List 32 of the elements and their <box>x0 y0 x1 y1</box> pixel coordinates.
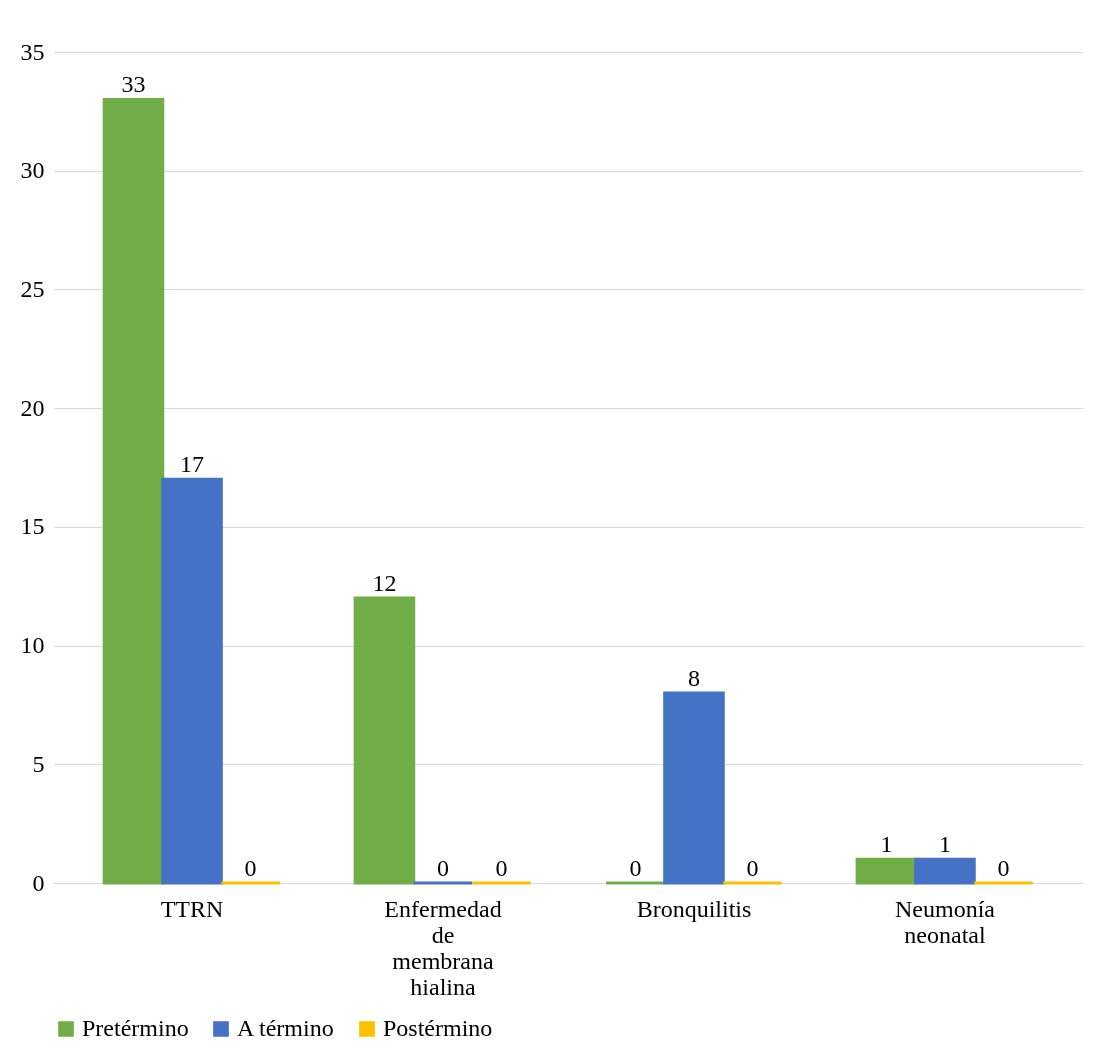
data-label: 0 <box>437 855 450 881</box>
bar <box>353 596 416 885</box>
x-tick-label: Neumonía neonatal <box>894 895 996 948</box>
y-tick-label: 5 <box>32 750 45 777</box>
bar <box>914 857 976 885</box>
data-label: 8 <box>687 665 700 692</box>
y-tick-label: 35 <box>20 38 45 65</box>
x-tick-label: TTRN <box>160 895 224 922</box>
bar <box>102 97 165 885</box>
data-label: 0 <box>244 855 257 881</box>
data-label: 17 <box>180 451 205 478</box>
y-tick-label: 30 <box>20 157 45 184</box>
y-tick-label: 10 <box>20 632 45 659</box>
bar <box>161 477 223 885</box>
y-tick-label: 20 <box>20 394 45 421</box>
x-tick-label: Enfermedad de membrana hialina <box>384 895 502 1000</box>
y-tick-label: 0 <box>32 869 45 896</box>
legend-label: Pretérmino <box>82 1015 189 1041</box>
data-label: 0 <box>629 855 642 881</box>
data-label: 33 <box>121 71 146 98</box>
y-tick-label: 15 <box>20 513 45 540</box>
data-label: 0 <box>495 855 508 881</box>
legend-label: A término <box>237 1015 334 1041</box>
data-label: 0 <box>746 855 759 881</box>
data-label: 12 <box>372 570 397 597</box>
data-label: 1 <box>880 831 893 858</box>
data-label: 1 <box>938 831 951 858</box>
legend-label: Postérmino <box>383 1015 493 1041</box>
bar <box>663 691 725 885</box>
data-label: 0 <box>997 855 1010 881</box>
x-tick-label: Bronquilitis <box>636 895 752 922</box>
y-tick-label: 25 <box>20 275 45 302</box>
